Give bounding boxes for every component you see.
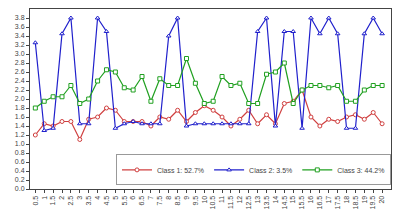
svg-text:9.5: 9.5 <box>192 196 199 206</box>
svg-text:4: 4 <box>94 196 101 200</box>
svg-text:18.5: 18.5 <box>352 196 359 210</box>
svg-text:2: 2 <box>58 196 65 200</box>
svg-text:3: 3 <box>76 196 83 200</box>
svg-text:19.5: 19.5 <box>369 196 376 210</box>
svg-text:3.2: 3.2 <box>15 41 25 48</box>
svg-text:1.6: 1.6 <box>15 113 25 120</box>
svg-text:5.5: 5.5 <box>121 196 128 206</box>
svg-text:20: 20 <box>378 196 385 204</box>
svg-text:11.5: 11.5 <box>227 196 234 209</box>
svg-text:14.5: 14.5 <box>281 196 288 210</box>
svg-text:4.5: 4.5 <box>103 196 110 206</box>
svg-text:2.4: 2.4 <box>15 77 25 84</box>
svg-text:16: 16 <box>307 196 314 204</box>
svg-text:19: 19 <box>361 196 368 204</box>
svg-text:11: 11 <box>218 196 225 203</box>
svg-text:0.6: 0.6 <box>15 158 25 165</box>
svg-text:1.0: 1.0 <box>15 140 25 147</box>
svg-text:2.0: 2.0 <box>15 95 25 102</box>
svg-text:1.8: 1.8 <box>15 104 25 111</box>
svg-text:2.8: 2.8 <box>15 59 25 66</box>
svg-text:1: 1 <box>41 196 48 200</box>
svg-text:14: 14 <box>272 196 279 204</box>
svg-text:3.6: 3.6 <box>15 23 25 30</box>
svg-text:2.6: 2.6 <box>15 68 25 75</box>
svg-text:3.5: 3.5 <box>85 196 92 206</box>
svg-text:12.5: 12.5 <box>245 196 252 210</box>
svg-text:0.8: 0.8 <box>15 149 25 156</box>
svg-text:10.5: 10.5 <box>209 196 216 210</box>
svg-text:8.5: 8.5 <box>174 196 181 206</box>
svg-text:13: 13 <box>254 196 261 204</box>
svg-text:12: 12 <box>236 196 243 204</box>
svg-text:17.5: 17.5 <box>334 196 341 210</box>
svg-text:6: 6 <box>129 196 136 200</box>
svg-text:9: 9 <box>183 196 190 200</box>
svg-text:15: 15 <box>289 196 296 204</box>
svg-text:1.2: 1.2 <box>15 131 25 138</box>
svg-text:0.4: 0.4 <box>15 167 25 174</box>
svg-text:3.4: 3.4 <box>15 32 25 39</box>
svg-text:3.0: 3.0 <box>15 50 25 57</box>
svg-text:Class 1: 52.7%: Class 1: 52.7% <box>157 167 204 174</box>
svg-text:Class 3: 44.2%: Class 3: 44.2% <box>337 167 384 174</box>
svg-text:17: 17 <box>325 196 332 204</box>
svg-text:0.2: 0.2 <box>15 176 25 183</box>
svg-text:1.5: 1.5 <box>49 196 56 206</box>
svg-text:2.5: 2.5 <box>67 196 74 206</box>
svg-text:1.4: 1.4 <box>15 122 25 129</box>
svg-text:3.8: 3.8 <box>15 14 25 21</box>
svg-text:2.2: 2.2 <box>15 86 25 93</box>
svg-text:16.5: 16.5 <box>316 196 323 210</box>
svg-text:5: 5 <box>112 196 119 200</box>
svg-text:15.5: 15.5 <box>298 196 305 210</box>
svg-text:18: 18 <box>343 196 350 204</box>
svg-text:7: 7 <box>147 196 154 200</box>
svg-text:0.5: 0.5 <box>32 196 39 206</box>
svg-text:Class 2: 3.5%: Class 2: 3.5% <box>249 167 292 174</box>
svg-text:13.5: 13.5 <box>263 196 270 210</box>
svg-text:10: 10 <box>201 196 208 204</box>
svg-text:0.0: 0.0 <box>15 185 25 192</box>
svg-text:6.5: 6.5 <box>138 196 145 206</box>
svg-text:7.5: 7.5 <box>156 196 163 206</box>
svg-text:8: 8 <box>165 196 172 200</box>
